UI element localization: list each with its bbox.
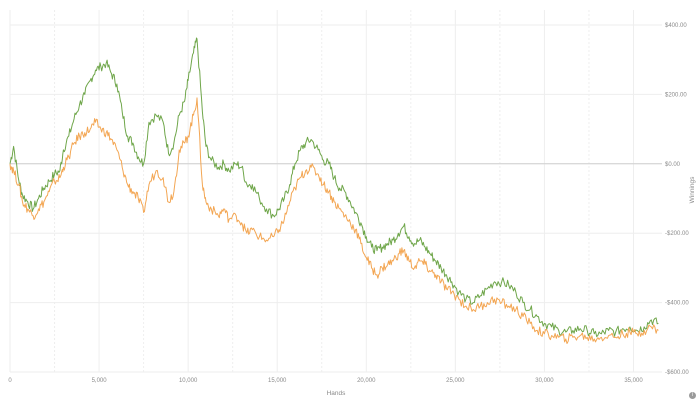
y-tick-label: -$200.00 (665, 231, 689, 237)
y-axis: $400.00 $200.00 $0.00 -$200.00 -$400.00 -$600… (665, 23, 689, 376)
x-tick-label: 10,000 (179, 378, 198, 384)
y-tick-label: -$600.00 (665, 370, 689, 376)
info-icon[interactable]: i (689, 392, 696, 399)
y-tick-label: $0.00 (665, 162, 681, 168)
y-tick-label: $200.00 (665, 92, 687, 98)
x-tick-label: 5,000 (92, 378, 108, 384)
x-tick-label: 25,000 (446, 378, 465, 384)
x-tick-label: 15,000 (268, 378, 287, 384)
x-tick-label: 20,000 (357, 378, 376, 384)
x-axis: 0 5,000 10,000 15,000 20,000 25,000 30,000 35,0… (8, 378, 643, 384)
x-axis-title: Hands (327, 390, 347, 397)
x-tick-label: 0 (8, 378, 12, 384)
y-tick-label: -$400.00 (665, 301, 689, 307)
y-axis-title: Winnings (689, 176, 696, 203)
series-line-0 (9, 37, 659, 338)
x-tick-label: 30,000 (535, 378, 554, 384)
y-tick-label: $400.00 (665, 23, 687, 29)
x-tick-label: 35,000 (624, 378, 643, 384)
grid (9, 10, 662, 373)
series-line-1 (9, 97, 659, 344)
series-layer (9, 37, 659, 344)
